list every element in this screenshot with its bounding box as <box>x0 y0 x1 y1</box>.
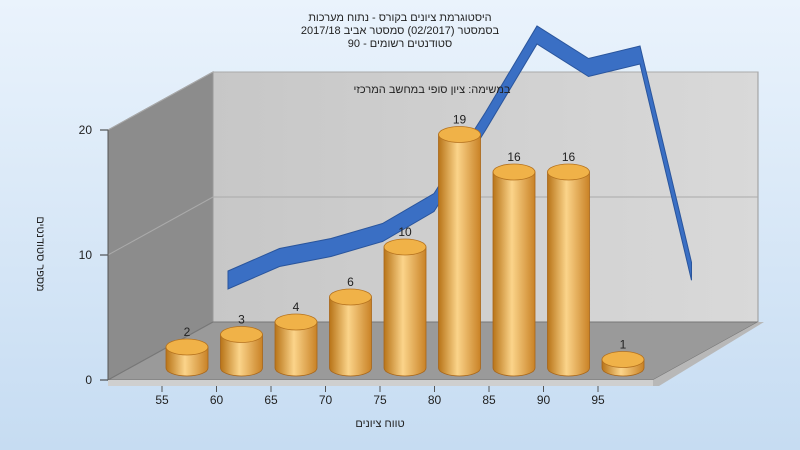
bar-85: 16 <box>492 150 536 377</box>
x-tick-label-90: 90 <box>537 393 551 407</box>
wall-edge <box>653 322 764 386</box>
bar-65: 4 <box>274 300 318 377</box>
bar-value-label-60: 3 <box>238 313 245 327</box>
y-axis-title: מספר סטודנטים <box>34 216 46 292</box>
bar-body-90 <box>547 171 590 377</box>
y-tick-label-0: 0 <box>85 373 92 387</box>
x-tick-label-85: 85 <box>482 393 496 407</box>
chart-title-line-3: סטודנטים רשומים - 90 <box>347 38 453 50</box>
bar-80: 19 <box>438 113 481 377</box>
bar-body-75 <box>383 246 427 377</box>
bar-top-95 <box>601 351 645 368</box>
bar-value-label-55: 2 <box>184 325 191 339</box>
bar-body-60 <box>220 334 263 377</box>
bar-90: 16 <box>547 150 590 377</box>
bar-55: 2 <box>165 325 209 377</box>
bar-95: 1 <box>601 338 645 377</box>
x-axis-title: טווח ציונים <box>355 418 405 430</box>
bar-top-90 <box>547 163 590 181</box>
bar-value-label-70: 6 <box>347 275 354 289</box>
x-tick-label-60: 60 <box>210 393 224 407</box>
x-tick-label-80: 80 <box>428 393 442 407</box>
gridline-side-1 <box>107 196 214 256</box>
chart-subtitle: במשימה: ציון סופי במחשב המרכזי <box>354 84 511 96</box>
bar-body-80 <box>438 134 481 377</box>
chart-title-line-2: בסמסטר (02/2017) סמסטר אביב 2017/18 <box>300 25 500 37</box>
y-tick-label-1: 10 <box>79 248 93 262</box>
bar-70: 6 <box>329 275 372 377</box>
x-tick-label-75: 75 <box>373 393 387 407</box>
bar-body-65 <box>274 321 318 377</box>
gridline-side-2 <box>107 71 214 131</box>
bar-value-label-95: 1 <box>620 338 627 352</box>
bar-75: 10 <box>383 225 427 377</box>
bar-value-label-65: 4 <box>293 300 300 314</box>
bar-body-70 <box>329 296 372 377</box>
bar-value-label-80: 19 <box>453 113 467 127</box>
bar-top-70 <box>329 288 372 306</box>
bar-top-60 <box>220 326 263 343</box>
bar-top-85 <box>492 163 536 181</box>
bar-top-65 <box>274 313 318 331</box>
x-tick-label-95: 95 <box>591 393 605 407</box>
x-tick-label-70: 70 <box>319 393 333 407</box>
y-tick-label-2: 20 <box>79 123 93 137</box>
x-tick-label-55: 55 <box>155 393 169 407</box>
bar-top-55 <box>165 338 209 356</box>
floor-edge <box>108 380 653 386</box>
bar-value-label-85: 16 <box>507 150 521 164</box>
x-tick-label-65: 65 <box>264 393 278 407</box>
bar-top-80 <box>438 126 481 143</box>
bar-60: 3 <box>220 313 263 377</box>
bar-body-85 <box>492 171 536 377</box>
bar-top-75 <box>383 238 427 256</box>
bar-value-label-75: 10 <box>398 225 412 239</box>
chart-title-line-1: היסטוגרמת ציונים בקורס - נתוח מערכות <box>308 12 492 24</box>
bar-value-label-90: 16 <box>562 150 576 164</box>
